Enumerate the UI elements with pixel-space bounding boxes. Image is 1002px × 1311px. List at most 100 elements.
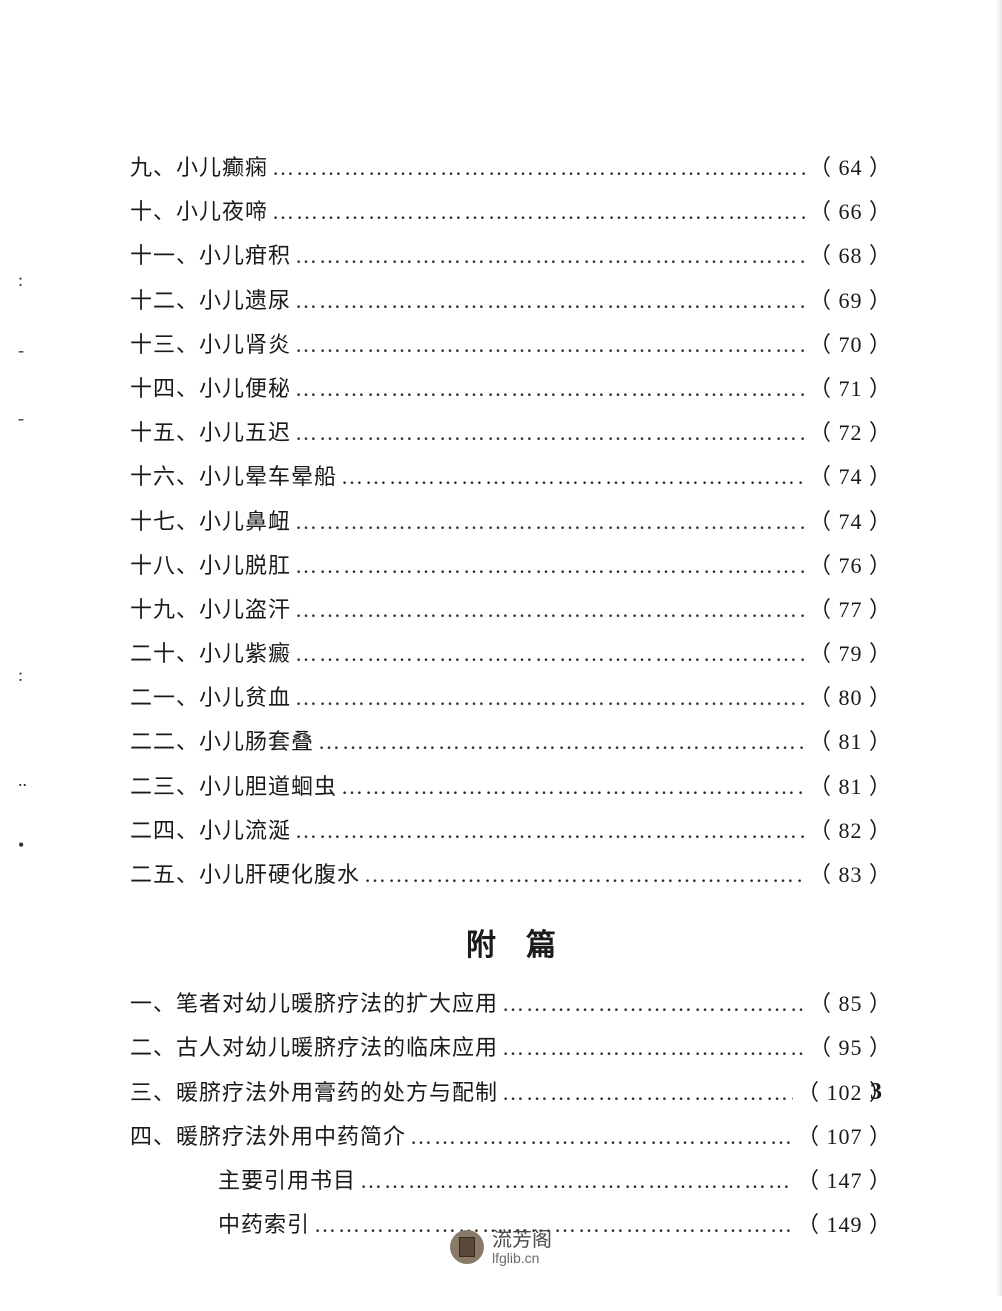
- toc-entry: 十五、小儿五迟………………………………………………………………………………（ 7…: [130, 415, 892, 450]
- page-number: 3: [870, 1079, 882, 1106]
- toc-entry-label: 四、暖脐疗法外用中药简介: [130, 1119, 406, 1154]
- watermark-logo-icon: [450, 1230, 484, 1264]
- toc-entry-label: 二一、小儿贫血: [130, 680, 291, 715]
- toc-entry: 十二、小儿遗尿………………………………………………………………………………（ 6…: [130, 283, 892, 318]
- toc-leader-dots: ………………………………………………………………………………: [295, 415, 805, 450]
- toc-entry-label: 二五、小儿肝硬化腹水: [130, 857, 360, 892]
- toc-leader-dots: ………………………………………………………………………………: [318, 724, 805, 759]
- toc-leader-dots: ………………………………………………………………………………: [314, 1207, 793, 1242]
- watermark-text: 流芳阁 lfglib.cn: [492, 1229, 552, 1266]
- toc-entry-label: 二三、小儿胆道蛔虫: [130, 769, 337, 804]
- toc-entry: 十一、小儿疳积………………………………………………………………………………（ 6…: [130, 238, 892, 273]
- toc-entry-label: 十九、小儿盗汗: [130, 592, 291, 627]
- toc-entry-label: 十四、小儿便秘: [130, 371, 291, 406]
- toc-entry-label: 九、小儿癫痫: [130, 150, 268, 185]
- toc-entry-label: 三、暖脐疗法外用膏药的处方与配制: [130, 1075, 498, 1110]
- toc-entry: 四、暖脐疗法外用中药简介……………………………………………………………………………: [130, 1119, 892, 1154]
- scan-edge-artifact: [996, 0, 1002, 1296]
- toc-entry-label: 十六、小儿晕车晕船: [130, 459, 337, 494]
- toc-entry: 十七、小儿鼻衄………………………………………………………………………………（ 7…: [130, 504, 892, 539]
- toc-leader-dots: ………………………………………………………………………………: [272, 194, 805, 229]
- toc-leader-dots: ………………………………………………………………………………: [295, 813, 805, 848]
- toc-entry-label: 十八、小儿脱肛: [130, 548, 291, 583]
- toc-entry: 二、古人对幼儿暖脐疗法的临床应用…………………………………………………………………: [130, 1030, 892, 1065]
- toc-entry-page: （ 81 ）: [809, 724, 892, 759]
- toc-entry-page: （ 68 ）: [809, 238, 892, 273]
- toc-entry-page: （ 147 ）: [797, 1163, 892, 1198]
- toc-entry-page: （ 74 ）: [809, 504, 892, 539]
- toc-entry-page: （ 81 ）: [809, 769, 892, 804]
- toc-leader-dots: ………………………………………………………………………………: [295, 548, 805, 583]
- toc-leader-dots: ………………………………………………………………………………: [502, 986, 805, 1021]
- toc-section-2: 一、笔者对幼儿暖脐疗法的扩大应用…………………………………………………………………: [130, 986, 892, 1242]
- toc-leader-dots: ………………………………………………………………………………: [272, 150, 805, 185]
- toc-leader-dots: ………………………………………………………………………………: [295, 371, 805, 406]
- section-heading: 附篇: [160, 920, 892, 964]
- toc-entry-page: （ 82 ）: [809, 813, 892, 848]
- watermark-url: lfglib.cn: [492, 1251, 552, 1266]
- toc-entry-label: 中药索引: [218, 1207, 310, 1242]
- toc-entry-page: （ 64 ）: [809, 150, 892, 185]
- toc-entry: 二五、小儿肝硬化腹水…………………………………………………………………………………: [130, 857, 892, 892]
- toc-entry-label: 二十、小儿紫癜: [130, 636, 291, 671]
- toc-entry-label: 二、古人对幼儿暖脐疗法的临床应用: [130, 1030, 498, 1065]
- toc-entry-page: （ 71 ）: [809, 371, 892, 406]
- toc-entry: 九、小儿癫痫………………………………………………………………………………（ 64…: [130, 150, 892, 185]
- toc-entry: 十、小儿夜啼………………………………………………………………………………（ 66…: [130, 194, 892, 229]
- watermark-title: 流芳阁: [492, 1229, 552, 1251]
- watermark: 流芳阁 lfglib.cn: [450, 1229, 552, 1266]
- toc-entry-label: 主要引用书目: [218, 1163, 356, 1198]
- toc-entry-label: 十三、小儿肾炎: [130, 327, 291, 362]
- toc-leader-dots: ………………………………………………………………………………: [295, 327, 805, 362]
- toc-leader-dots: ………………………………………………………………………………: [502, 1030, 805, 1065]
- toc-entry: 十三、小儿肾炎………………………………………………………………………………（ 7…: [130, 327, 892, 362]
- toc-leader-dots: ………………………………………………………………………………: [295, 504, 805, 539]
- toc-entry: 二二、小儿肠套叠………………………………………………………………………………（ …: [130, 724, 892, 759]
- toc-entry-label: 十七、小儿鼻衄: [130, 504, 291, 539]
- toc-entry-page: （ 74 ）: [809, 459, 892, 494]
- toc-entry: 主要引用书目………………………………………………………………………………（ 14…: [130, 1163, 892, 1198]
- toc-leader-dots: ………………………………………………………………………………: [360, 1163, 793, 1198]
- toc-entry-page: （ 79 ）: [809, 636, 892, 671]
- toc-leader-dots: ………………………………………………………………………………: [295, 592, 805, 627]
- toc-leader-dots: ………………………………………………………………………………: [410, 1119, 793, 1154]
- toc-entry-label: 十、小儿夜啼: [130, 194, 268, 229]
- toc-leader-dots: ………………………………………………………………………………: [364, 857, 805, 892]
- toc-entry-page: （ 70 ）: [809, 327, 892, 362]
- toc-entry: 一、笔者对幼儿暖脐疗法的扩大应用…………………………………………………………………: [130, 986, 892, 1021]
- toc-leader-dots: ………………………………………………………………………………: [295, 238, 805, 273]
- toc-entry-page: （ 76 ）: [809, 548, 892, 583]
- toc-leader-dots: ………………………………………………………………………………: [295, 636, 805, 671]
- toc-entry-label: 二二、小儿肠套叠: [130, 724, 314, 759]
- toc-leader-dots: ………………………………………………………………………………: [341, 769, 805, 804]
- toc-entry-page: （ 72 ）: [809, 415, 892, 450]
- toc-entry-label: 十五、小儿五迟: [130, 415, 291, 450]
- toc-entry: 十九、小儿盗汗………………………………………………………………………………（ 7…: [130, 592, 892, 627]
- toc-entry: 十六、小儿晕车晕船………………………………………………………………………………（…: [130, 459, 892, 494]
- toc-leader-dots: ………………………………………………………………………………: [502, 1075, 793, 1110]
- toc-entry-page: （ 107 ）: [797, 1119, 892, 1154]
- toc-entry-label: 十一、小儿疳积: [130, 238, 291, 273]
- toc-entry-page: （ 69 ）: [809, 283, 892, 318]
- toc-entry: 二四、小儿流涎………………………………………………………………………………（ 8…: [130, 813, 892, 848]
- toc-entry-page: （ 66 ）: [809, 194, 892, 229]
- toc-entry: 二三、小儿胆道蛔虫………………………………………………………………………………（…: [130, 769, 892, 804]
- toc-entry: 二一、小儿贫血………………………………………………………………………………（ 8…: [130, 680, 892, 715]
- toc-entry-page: （ 85 ）: [809, 986, 892, 1021]
- toc-entry-page: （ 83 ）: [809, 857, 892, 892]
- toc-entry: 十八、小儿脱肛………………………………………………………………………………（ 7…: [130, 548, 892, 583]
- toc-leader-dots: ………………………………………………………………………………: [295, 283, 805, 318]
- toc-entry: 十四、小儿便秘………………………………………………………………………………（ 7…: [130, 371, 892, 406]
- toc-leader-dots: ………………………………………………………………………………: [341, 459, 805, 494]
- toc-entry-page: （ 77 ）: [809, 592, 892, 627]
- toc-entry-page: （ 80 ）: [809, 680, 892, 715]
- toc-entry-label: 十二、小儿遗尿: [130, 283, 291, 318]
- toc-leader-dots: ………………………………………………………………………………: [295, 680, 805, 715]
- toc-entry-label: 二四、小儿流涎: [130, 813, 291, 848]
- toc-entry: 三、暖脐疗法外用膏药的处方与配制…………………………………………………………………: [130, 1075, 892, 1110]
- toc-entry-label: 一、笔者对幼儿暖脐疗法的扩大应用: [130, 986, 498, 1021]
- toc-entry-page: （ 149 ）: [797, 1207, 892, 1242]
- toc-entry-page: （ 95 ）: [809, 1030, 892, 1065]
- toc-section-1: 九、小儿癫痫………………………………………………………………………………（ 64…: [130, 150, 892, 892]
- document-page: 九、小儿癫痫………………………………………………………………………………（ 64…: [0, 0, 1002, 1311]
